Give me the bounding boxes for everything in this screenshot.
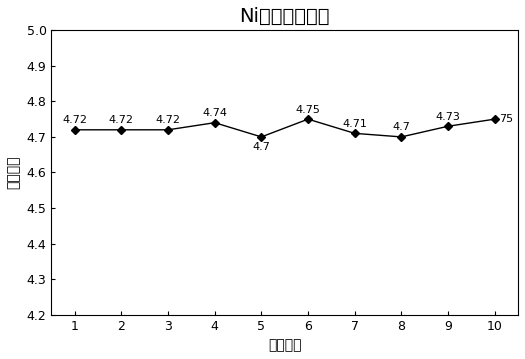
- Text: 4.72: 4.72: [109, 115, 134, 125]
- X-axis label: 分析次数: 分析次数: [268, 338, 301, 352]
- Text: 75: 75: [499, 114, 513, 124]
- Text: 4.72: 4.72: [62, 115, 87, 125]
- Y-axis label: 分析数值: 分析数值: [7, 156, 21, 189]
- Text: 4.7: 4.7: [393, 122, 411, 132]
- Text: 4.75: 4.75: [296, 104, 320, 115]
- Text: 4.7: 4.7: [253, 141, 270, 151]
- Text: 4.71: 4.71: [342, 119, 367, 129]
- Title: Ni元素分析数据: Ni元素分析数据: [239, 7, 330, 26]
- Text: 4.73: 4.73: [436, 112, 460, 122]
- Text: 4.74: 4.74: [202, 108, 227, 118]
- Text: 4.72: 4.72: [155, 115, 181, 125]
